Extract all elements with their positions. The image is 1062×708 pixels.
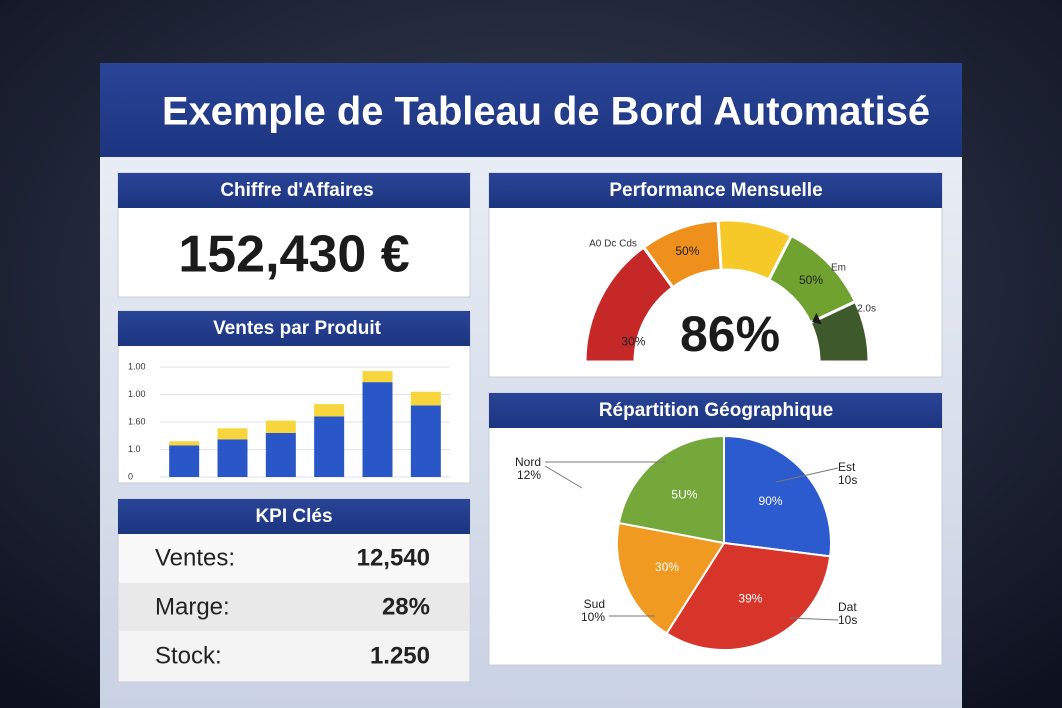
gauge-annotation: 2.0s [857,304,876,315]
kpi-value: 1.250 [370,642,430,669]
region-sublabel: 10% [581,610,605,624]
bar-segment [217,439,248,477]
bar-segment [265,420,296,433]
bar-segment [410,391,441,406]
region-sublabel: 10s [838,473,857,487]
card-title: Performance Mensuelle [609,180,822,201]
page-title: Exemple de Tableau de Bord Automatisé [162,90,930,134]
band-label: 50% [675,244,699,258]
card-header [118,311,470,346]
table-row [119,632,469,680]
gauge-needle [812,312,822,325]
revenue-value: 152,430 € [178,226,409,284]
region-name: Nord [515,455,541,469]
kpi-value: 12,540 [357,544,430,571]
bar-segment [169,441,200,446]
y-tick-label: 1.60 [128,416,146,426]
kpi-label: Marge: [155,593,230,620]
y-tick-label: 1.00 [128,389,146,399]
region-sublabel: 10s [838,613,857,627]
bar-segment [314,404,345,417]
y-tick-label: 1.00 [128,361,146,371]
y-tick-label: 1.0 [128,444,141,454]
kpi-value: 28% [382,593,430,620]
card-header [118,499,470,534]
table-row [119,534,469,582]
card-header [489,393,942,428]
card-title: Ventes par Produit [213,318,382,339]
slice-label: 30% [655,560,679,574]
pie-slice [723,434,832,558]
card-header [489,173,942,208]
leader-line [544,465,583,489]
kpi-label: Stock: [155,642,222,669]
slice-label: 39% [738,591,762,605]
bar-segment [217,428,248,440]
bar-segment [410,405,441,477]
slice-label: 90% [759,494,783,508]
bar-segment [265,433,296,477]
table-row [119,583,469,631]
kpi-label: Ventes: [155,544,235,571]
bar-segment [314,416,345,477]
gauge-value: 86% [680,306,780,362]
bar-segment [169,445,200,477]
header-bar [100,63,962,157]
region-sublabel: 12% [517,468,541,482]
region-name: Sud [584,597,605,611]
gauge-band [808,299,871,364]
gauge-annotation: Em [831,263,846,274]
band-label: 30% [621,335,645,349]
region-name: Est [838,460,856,474]
bar-segment [362,382,393,477]
leader-line [789,617,839,621]
pie-slice [617,434,725,545]
pie-slice [616,521,726,635]
region-name: Dat [838,600,857,614]
leader-line [775,467,839,483]
y-tick-label: 0 [128,471,133,481]
slice-label: 5U% [671,487,697,501]
card-header [118,173,470,208]
gauge-annotation: A0 Dc Cds [589,239,637,250]
card-title: Répartition Géographique [599,400,833,421]
band-label: 50% [799,273,823,287]
card-title: Chiffre d'Affaires [220,180,373,201]
card-title: KPI Clés [255,506,332,527]
bar-segment [362,371,393,383]
